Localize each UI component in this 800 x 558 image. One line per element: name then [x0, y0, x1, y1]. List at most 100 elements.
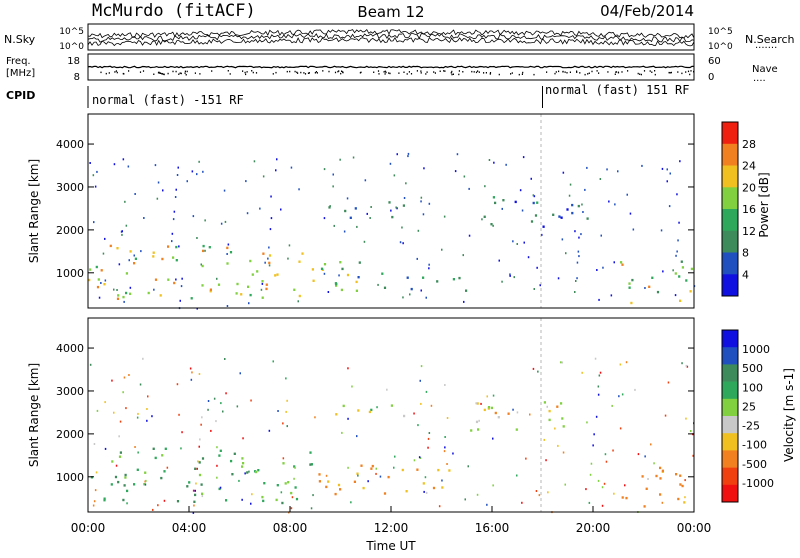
colorbar-tick-label: 16	[742, 203, 756, 216]
echo-cell	[454, 170, 457, 173]
echo-cell	[274, 274, 277, 277]
echo-cell	[216, 446, 218, 449]
echo-cell	[534, 214, 538, 217]
echo-cell	[201, 492, 204, 495]
echo-cell	[672, 269, 674, 272]
echo-cell	[263, 482, 266, 485]
nave-point	[627, 70, 629, 72]
echo-cell	[681, 266, 684, 269]
nave-point	[159, 72, 161, 74]
echo-cell	[662, 270, 664, 273]
echo-cell	[128, 259, 130, 262]
echo-cell	[367, 480, 369, 483]
echo-cell	[356, 435, 358, 438]
echo-cell	[407, 152, 410, 155]
nave-point	[408, 71, 410, 73]
nave-point	[179, 72, 181, 74]
colorbar-swatch	[722, 364, 738, 382]
echo-cell	[546, 405, 548, 408]
echo-cell	[229, 251, 233, 254]
echo-cell	[427, 437, 430, 440]
echo-cell	[535, 490, 538, 492]
echo-cell	[152, 447, 155, 450]
echo-cell	[225, 392, 227, 395]
nave-point	[690, 70, 692, 72]
echo-cell	[264, 261, 266, 264]
echo-cell	[113, 411, 115, 414]
echo-cell	[347, 417, 349, 420]
echo-cell	[507, 412, 510, 415]
echo-cell	[323, 272, 326, 275]
echo-cell	[363, 240, 366, 243]
echo-cell	[122, 295, 125, 299]
echo-cell	[390, 209, 392, 212]
echo-cell	[93, 443, 96, 445]
nave-point	[403, 71, 405, 73]
nave-point	[128, 70, 130, 72]
nave-point	[451, 73, 453, 76]
echo-cell	[401, 468, 404, 472]
echo-cell	[121, 233, 123, 236]
nave-point	[554, 72, 556, 75]
echo-cell	[119, 420, 122, 423]
echo-cell	[337, 483, 341, 487]
nave-point	[498, 73, 500, 76]
echo-cell	[463, 175, 466, 178]
echo-cell	[543, 401, 546, 404]
echo-cell	[403, 197, 406, 199]
echo-cell	[118, 263, 121, 266]
echo-cell	[227, 243, 230, 246]
echo-cell	[261, 280, 264, 283]
echo-cell	[104, 279, 107, 282]
echo-cell	[125, 407, 127, 410]
echo-cell	[190, 378, 193, 381]
x-tick-label: 00:00	[677, 521, 712, 535]
echo-cell	[422, 482, 425, 485]
echo-cell	[328, 206, 331, 209]
nave-point	[451, 70, 453, 73]
nave-point	[377, 70, 380, 72]
echo-cell	[173, 281, 176, 285]
freq-unit-label: [MHz]	[6, 68, 35, 79]
echo-cell	[290, 491, 293, 495]
echo-cell	[226, 262, 229, 265]
echo-cell	[399, 241, 402, 244]
echo-cell	[441, 248, 443, 251]
echo-cell	[585, 488, 587, 491]
echo-cell	[664, 414, 667, 417]
echo-cell	[666, 168, 668, 171]
colorbar-swatch	[722, 187, 738, 210]
echo-cell	[88, 278, 91, 282]
echo-cell	[464, 498, 466, 501]
echo-cell	[613, 492, 615, 495]
echo-cell	[265, 283, 268, 286]
echo-cell	[156, 197, 159, 200]
nave-right-tick-low: 0	[708, 72, 714, 83]
echo-cell	[146, 419, 148, 422]
echo-cell	[163, 470, 166, 473]
echo-cell	[417, 424, 419, 427]
echo-cell	[113, 163, 116, 166]
echo-cell	[171, 240, 173, 243]
echo-cell	[195, 482, 197, 485]
echo-cell	[286, 399, 288, 402]
y-tick-label: 2000	[56, 428, 84, 441]
echo-cell	[560, 216, 563, 219]
nave-point	[211, 70, 213, 72]
echo-cell	[125, 224, 128, 227]
nave-point	[584, 73, 586, 76]
echo-cell	[584, 188, 586, 191]
echo-cell	[236, 282, 239, 286]
echo-cell	[578, 255, 580, 258]
echo-cell	[259, 207, 261, 210]
echo-cell	[249, 259, 252, 263]
freq-label: Freq.	[6, 56, 31, 67]
echo-cell	[137, 451, 139, 454]
echo-cell	[133, 262, 136, 265]
echo-cell	[619, 427, 622, 430]
echo-cell	[181, 277, 183, 280]
echo-cell	[681, 362, 683, 365]
echo-cell	[147, 395, 149, 398]
echo-cell	[413, 459, 416, 462]
echo-cell	[157, 504, 159, 507]
